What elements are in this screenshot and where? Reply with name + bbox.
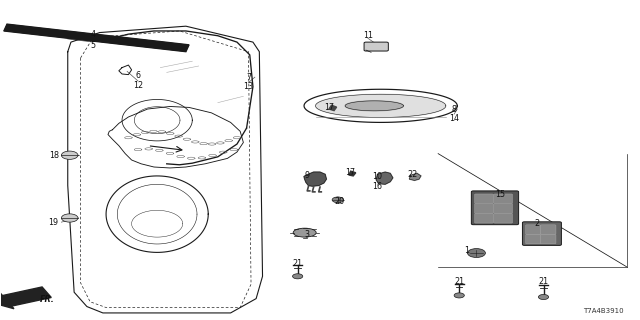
Polygon shape xyxy=(349,171,356,176)
Text: 15: 15 xyxy=(495,190,505,199)
Text: 19: 19 xyxy=(49,218,59,227)
Text: 16: 16 xyxy=(372,182,383,191)
FancyBboxPatch shape xyxy=(525,225,541,234)
FancyBboxPatch shape xyxy=(471,191,518,225)
Text: 21: 21 xyxy=(454,277,464,286)
Circle shape xyxy=(292,274,303,279)
Text: 1: 1 xyxy=(465,246,469,255)
Text: 14: 14 xyxy=(449,114,459,123)
FancyBboxPatch shape xyxy=(525,234,541,244)
FancyBboxPatch shape xyxy=(493,204,513,213)
Polygon shape xyxy=(4,24,189,52)
Polygon shape xyxy=(0,293,14,309)
FancyBboxPatch shape xyxy=(474,213,493,223)
FancyBboxPatch shape xyxy=(493,213,513,223)
Text: 21: 21 xyxy=(538,277,548,286)
Text: 11: 11 xyxy=(363,31,373,40)
Text: T7A4B3910: T7A4B3910 xyxy=(582,308,623,314)
Polygon shape xyxy=(345,101,403,111)
Text: 8: 8 xyxy=(452,105,456,114)
Text: FR.: FR. xyxy=(40,295,54,304)
Polygon shape xyxy=(3,287,51,306)
Polygon shape xyxy=(410,173,421,180)
Text: 4: 4 xyxy=(91,30,96,39)
FancyBboxPatch shape xyxy=(474,194,493,204)
Circle shape xyxy=(467,249,485,258)
Text: 9: 9 xyxy=(305,172,310,180)
Text: 17: 17 xyxy=(346,168,356,177)
FancyBboxPatch shape xyxy=(493,194,513,204)
Polygon shape xyxy=(376,172,393,184)
Text: 21: 21 xyxy=(292,259,303,268)
Circle shape xyxy=(332,197,344,203)
FancyBboxPatch shape xyxy=(541,234,556,244)
Text: 18: 18 xyxy=(49,151,59,160)
FancyBboxPatch shape xyxy=(364,42,388,51)
Circle shape xyxy=(61,214,78,222)
Text: 20: 20 xyxy=(334,197,344,206)
Text: 2: 2 xyxy=(534,219,540,228)
Circle shape xyxy=(61,151,78,159)
FancyBboxPatch shape xyxy=(522,222,561,245)
Text: 6: 6 xyxy=(136,71,141,80)
Text: 3: 3 xyxy=(305,230,310,239)
FancyBboxPatch shape xyxy=(474,204,493,213)
Text: 5: 5 xyxy=(91,41,96,50)
Text: 22: 22 xyxy=(408,170,418,179)
Polygon shape xyxy=(329,105,337,111)
Text: 17: 17 xyxy=(324,103,335,112)
Circle shape xyxy=(538,294,548,300)
Ellipse shape xyxy=(293,228,316,237)
Text: 10: 10 xyxy=(372,172,383,181)
FancyBboxPatch shape xyxy=(541,225,556,234)
Polygon shape xyxy=(316,94,446,117)
Text: 7: 7 xyxy=(246,73,251,82)
Text: 12: 12 xyxy=(133,81,143,90)
Text: 13: 13 xyxy=(243,82,253,91)
Polygon shape xyxy=(304,172,326,186)
Circle shape xyxy=(454,293,465,298)
